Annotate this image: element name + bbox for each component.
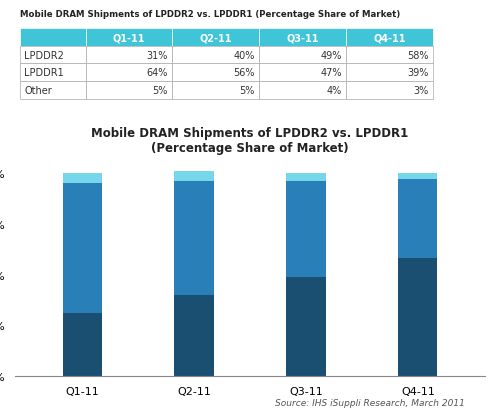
Bar xyxy=(62,174,102,184)
Bar xyxy=(20,82,86,99)
Bar xyxy=(174,182,214,295)
Text: 31%: 31% xyxy=(146,50,168,61)
Bar xyxy=(86,64,172,82)
Text: 4%: 4% xyxy=(326,85,342,96)
Bar xyxy=(346,29,434,47)
Bar xyxy=(398,180,438,259)
Text: 47%: 47% xyxy=(320,68,342,78)
Bar xyxy=(286,277,326,376)
Text: 64%: 64% xyxy=(146,68,168,78)
Bar xyxy=(260,47,346,64)
Bar xyxy=(286,182,326,277)
Bar xyxy=(398,259,438,376)
Text: LPDDR1: LPDDR1 xyxy=(24,68,64,78)
Bar xyxy=(346,47,434,64)
Text: Q1-11: Q1-11 xyxy=(112,33,145,43)
Bar xyxy=(172,47,260,64)
Text: Q2-11: Q2-11 xyxy=(200,33,232,43)
Title: Mobile DRAM Shipments of LPDDR2 vs. LPDDR1
(Percentage Share of Market): Mobile DRAM Shipments of LPDDR2 vs. LPDD… xyxy=(92,126,408,154)
Text: 58%: 58% xyxy=(407,50,428,61)
Bar xyxy=(260,29,346,47)
Text: 3%: 3% xyxy=(414,85,428,96)
Bar xyxy=(86,82,172,99)
Text: Source: IHS iSuppli Research, March 2011: Source: IHS iSuppli Research, March 2011 xyxy=(275,398,465,407)
Text: 5%: 5% xyxy=(240,85,254,96)
Bar xyxy=(62,313,102,376)
Bar xyxy=(398,174,438,180)
Text: LPDDR2: LPDDR2 xyxy=(24,50,64,61)
Bar xyxy=(62,184,102,313)
Bar xyxy=(346,64,434,82)
Bar xyxy=(20,47,86,64)
Text: 40%: 40% xyxy=(234,50,254,61)
Bar xyxy=(172,64,260,82)
Bar xyxy=(260,82,346,99)
Text: 5%: 5% xyxy=(152,85,168,96)
Bar xyxy=(172,29,260,47)
Bar xyxy=(346,82,434,99)
Bar xyxy=(20,29,86,47)
Text: Q3-11: Q3-11 xyxy=(286,33,319,43)
Bar xyxy=(86,47,172,64)
Text: Mobile DRAM Shipments of LPDDR2 vs. LPDDR1 (Percentage Share of Market): Mobile DRAM Shipments of LPDDR2 vs. LPDD… xyxy=(20,10,400,19)
Bar xyxy=(174,172,214,182)
Text: 49%: 49% xyxy=(320,50,342,61)
Bar xyxy=(86,29,172,47)
Text: Other: Other xyxy=(24,85,52,96)
Bar xyxy=(286,174,326,182)
Bar xyxy=(174,295,214,376)
Text: 56%: 56% xyxy=(233,68,254,78)
Bar xyxy=(172,82,260,99)
Bar xyxy=(20,64,86,82)
Text: 39%: 39% xyxy=(407,68,428,78)
Bar xyxy=(260,64,346,82)
Text: Q4-11: Q4-11 xyxy=(374,33,406,43)
